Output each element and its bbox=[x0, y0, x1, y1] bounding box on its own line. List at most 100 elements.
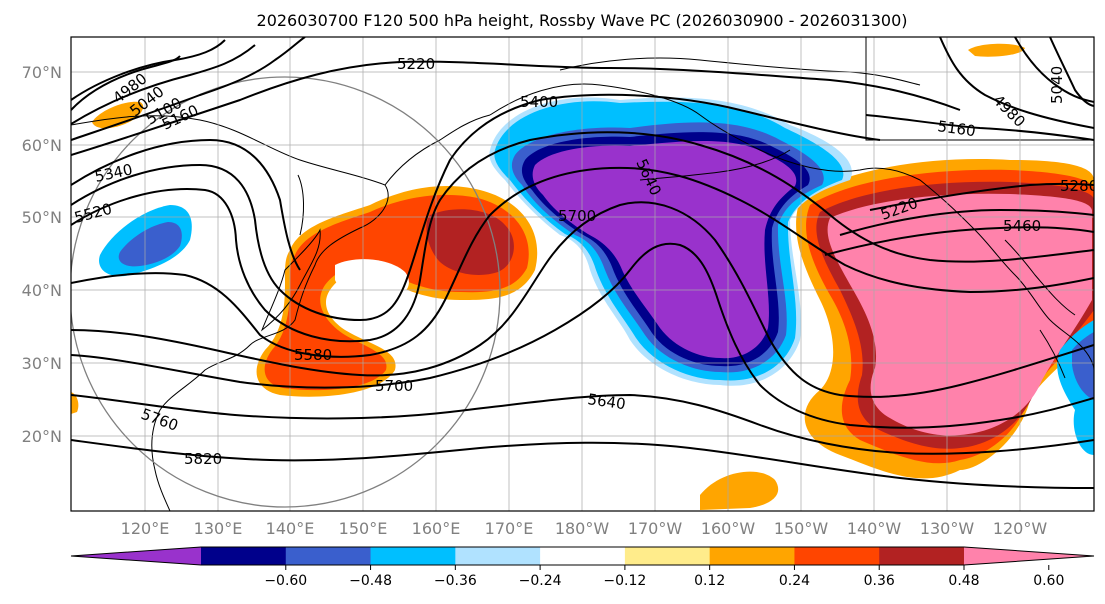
colorbar-tick-label: −0.60 bbox=[264, 573, 307, 589]
lat-label: 60°N bbox=[22, 136, 62, 155]
positive-anomaly-west-pacific-048 bbox=[426, 209, 514, 275]
lon-label: 160°W bbox=[701, 519, 756, 538]
lon-label: 150°W bbox=[774, 519, 829, 538]
lon-label: 170°W bbox=[628, 519, 683, 538]
coast-sakhalin bbox=[297, 174, 304, 236]
latitude-labels: 70°N 60°N 50°N 40°N 30°N 20°N bbox=[22, 63, 62, 446]
colorbar-tick-label: 0.24 bbox=[779, 573, 810, 589]
lon-label: 130°E bbox=[194, 519, 243, 538]
positive-anomaly-subtropics bbox=[700, 471, 779, 510]
lon-label: 170°E bbox=[485, 519, 534, 538]
contour-label: 5220 bbox=[397, 55, 435, 73]
contour-5280-ne bbox=[869, 182, 1094, 211]
lat-label: 40°N bbox=[22, 281, 62, 300]
lon-label: 140°W bbox=[847, 519, 902, 538]
contour-5460-ne bbox=[824, 226, 1094, 256]
lat-label: 70°N bbox=[22, 63, 62, 82]
contour-5100 bbox=[71, 44, 256, 125]
map-area: 4980 5040 5100 5160 5220 5340 5400 5520 … bbox=[71, 37, 1098, 511]
colorbar-tick-label: −0.12 bbox=[603, 573, 646, 589]
contour-5220 bbox=[71, 60, 961, 156]
negative-anomaly-nw-036 bbox=[118, 222, 182, 267]
positive-anomaly-small-siberia bbox=[92, 101, 144, 129]
contour-label: 5820 bbox=[184, 450, 222, 468]
graticule bbox=[71, 37, 1094, 511]
lon-label: 120°W bbox=[993, 519, 1048, 538]
contour-label: 5160 bbox=[936, 117, 976, 140]
contour-5340-ne bbox=[839, 208, 1094, 236]
colorbar-extend-high bbox=[964, 547, 1094, 565]
colorbar-tick-label: 0.36 bbox=[864, 573, 895, 589]
coast-canada-border bbox=[865, 37, 1094, 141]
lat-label: 20°N bbox=[22, 427, 62, 446]
contour-label: 5040 bbox=[1048, 66, 1066, 104]
contour-5760 bbox=[71, 393, 1094, 455]
coast-baja bbox=[1039, 329, 1066, 379]
contour-5640 bbox=[71, 201, 1094, 398]
contour-5160 bbox=[71, 37, 306, 141]
contour-5340 bbox=[71, 138, 301, 271]
colorbar-swatch bbox=[879, 547, 965, 565]
map-border bbox=[70, 36, 1095, 512]
coast-kamchatka bbox=[384, 114, 491, 186]
colorbar-tick-label: 0.12 bbox=[694, 573, 725, 589]
contour-5820 bbox=[71, 439, 1094, 489]
contour-label: 5700 bbox=[558, 207, 596, 225]
positive-anomaly-small-arctic bbox=[968, 43, 1025, 57]
contour-5100-ne bbox=[939, 37, 1094, 129]
typhoon-ring bbox=[71, 76, 501, 508]
colorbar-extend-low bbox=[71, 547, 201, 565]
colorbar-swatch bbox=[794, 547, 880, 565]
lon-label: 120°E bbox=[121, 519, 170, 538]
coastlines bbox=[71, 37, 1094, 511]
positive-anomaly-ne-pacific-060 bbox=[827, 193, 1092, 436]
contour-label: 5580 bbox=[294, 346, 332, 364]
coast-asia bbox=[71, 115, 389, 511]
contour-label: 5280 bbox=[1060, 177, 1098, 195]
contour-4980-ne bbox=[1049, 37, 1094, 107]
contour-label: 5640 bbox=[586, 390, 626, 413]
colorbar-swatch bbox=[285, 547, 372, 565]
coast-japan bbox=[260, 228, 321, 332]
colorbar-swatch bbox=[624, 547, 711, 565]
contour-label: 5400 bbox=[520, 93, 558, 111]
colorbar-swatch bbox=[370, 547, 456, 565]
lon-label: 160°E bbox=[412, 519, 461, 538]
lon-label: 150°E bbox=[339, 519, 388, 538]
coast-aleutians bbox=[639, 149, 791, 181]
lat-label: 50°N bbox=[22, 208, 62, 227]
contour-5400 bbox=[71, 93, 881, 322]
contour-5040 bbox=[71, 39, 226, 101]
coast-alaska bbox=[489, 83, 1094, 371]
colorbar-outline bbox=[70, 546, 1095, 566]
coast-california bbox=[1004, 239, 1076, 316]
lat-label: 30°N bbox=[22, 354, 62, 373]
contour-5040-ne bbox=[1014, 37, 1094, 103]
contour-label: 5700 bbox=[375, 377, 413, 395]
colorbar-swatch bbox=[201, 547, 287, 565]
lon-label: 140°E bbox=[266, 519, 315, 538]
lon-label: 180°W bbox=[555, 519, 610, 538]
colorbar-tick-label: 0.60 bbox=[1033, 573, 1064, 589]
contour-5580 bbox=[71, 166, 1094, 358]
colorbar-swatch bbox=[709, 547, 795, 565]
colorbar-tick-label: −0.48 bbox=[349, 573, 392, 589]
contour-5520 bbox=[71, 131, 1094, 343]
colorbar-swatch bbox=[455, 547, 541, 565]
lon-label: 130°W bbox=[920, 519, 975, 538]
height-contours bbox=[71, 37, 1094, 489]
colorbar-swatch bbox=[540, 547, 626, 565]
longitude-labels: 120°E 130°E 140°E 150°E 160°E 170°E 180°… bbox=[121, 519, 1048, 538]
contour-label: 5460 bbox=[1003, 217, 1041, 235]
negative-anomaly-east-edge-036 bbox=[1072, 332, 1094, 400]
contour-5160-ne bbox=[865, 114, 1094, 141]
colorbar-tick-label: −0.24 bbox=[519, 573, 562, 589]
coast-arctic bbox=[559, 57, 921, 86]
contour-5700 bbox=[71, 242, 1094, 429]
colorbar-tick-label: 0.48 bbox=[948, 573, 979, 589]
colorbar-tick-label: −0.36 bbox=[434, 573, 477, 589]
positive-anomaly-west-edge bbox=[71, 392, 79, 414]
colorbar: −0.60 −0.48 −0.36 −0.24 −0.12 0.12 0.24 0.36 0.4… bbox=[70, 546, 1095, 589]
figure-title: 2026030700 F120 500 hPa height, Rossby W… bbox=[257, 11, 908, 30]
